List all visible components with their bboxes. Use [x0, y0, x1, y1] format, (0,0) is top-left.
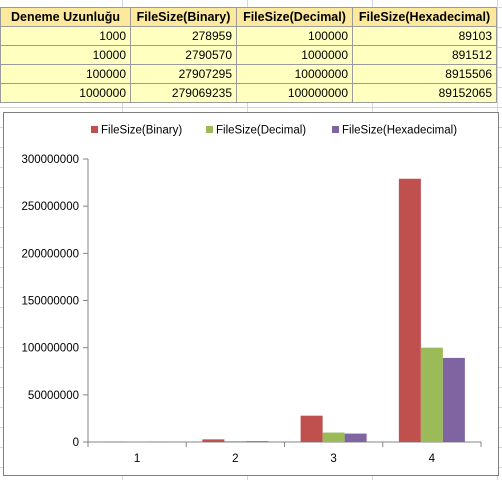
bar	[322, 432, 345, 442]
table-cell[interactable]: 27907295	[130, 64, 237, 84]
x-tick-label: 2	[232, 453, 238, 465]
x-tick-label: 3	[330, 453, 336, 465]
table-cell[interactable]: 100000	[0, 64, 131, 84]
header-filesize-hexadecimal[interactable]: FileSize(Hexadecimal)	[352, 7, 497, 27]
table-cell[interactable]: 2790570	[130, 45, 237, 65]
table-cell[interactable]: 279069235	[130, 83, 237, 103]
legend-swatch	[91, 126, 98, 133]
y-tick-label: 300000000	[21, 154, 79, 166]
legend-swatch	[332, 126, 339, 133]
table-cell[interactable]: 891512	[352, 45, 497, 65]
chart-canvas: 0 50000000 100000000 150000000 200000000 2500…	[21, 125, 482, 465]
table-row: 1000 278959 100000 89103	[0, 26, 497, 46]
table-cell[interactable]: 89152065	[352, 83, 497, 103]
legend-label: FileSize(Hexadecimal)	[342, 125, 457, 137]
y-tick-label: 0	[73, 437, 79, 449]
table-cell[interactable]: 10000	[0, 45, 131, 65]
table-cell[interactable]: 1000000	[0, 83, 131, 103]
legend-label: FileSize(Decimal)	[216, 125, 306, 137]
header-deneme-uzunlugu[interactable]: Deneme Uzunluğu	[0, 7, 131, 27]
table-cell[interactable]: 8915506	[352, 64, 497, 84]
bar	[398, 178, 421, 442]
table-cell[interactable]: 278959	[130, 26, 237, 46]
x-tick-label: 4	[429, 453, 436, 465]
table-cell[interactable]: 89103	[352, 26, 497, 46]
bar-chart[interactable]: 0 50000000 100000000 150000000 200000000 2500…	[3, 112, 499, 476]
bar	[344, 433, 367, 442]
data-table: Deneme Uzunluğu FileSize(Binary) FileSiz…	[0, 7, 497, 103]
legend-label: FileSize(Binary)	[101, 125, 182, 137]
legend-swatch	[206, 126, 213, 133]
bar	[300, 415, 323, 442]
y-tick-label: 50000000	[28, 390, 79, 402]
bar	[246, 441, 269, 442]
y-tick-label: 250000000	[21, 201, 79, 213]
bar	[442, 357, 465, 442]
table-cell[interactable]: 10000000	[236, 64, 353, 84]
x-tick-label: 1	[134, 453, 140, 465]
bar	[224, 441, 247, 442]
table-cell[interactable]: 100000	[236, 26, 353, 46]
table-cell[interactable]: 1000	[0, 26, 131, 46]
bar	[420, 347, 443, 442]
table-row: 10000 2790570 1000000 891512	[0, 45, 497, 65]
table-row: 1000000 279069235 100000000 89152065	[0, 83, 497, 103]
y-tick-label: 150000000	[21, 296, 79, 308]
table-cell[interactable]: 1000000	[236, 45, 353, 65]
header-filesize-binary[interactable]: FileSize(Binary)	[130, 7, 237, 27]
header-filesize-decimal[interactable]: FileSize(Decimal)	[236, 7, 353, 27]
table-cell[interactable]: 100000000	[236, 83, 353, 103]
table-row: 100000 27907295 10000000 8915506	[0, 64, 497, 84]
y-tick-label: 100000000	[21, 343, 79, 355]
table-header-row: Deneme Uzunluğu FileSize(Binary) FileSiz…	[0, 7, 497, 27]
y-tick-label: 200000000	[21, 248, 79, 260]
bar	[202, 439, 225, 442]
